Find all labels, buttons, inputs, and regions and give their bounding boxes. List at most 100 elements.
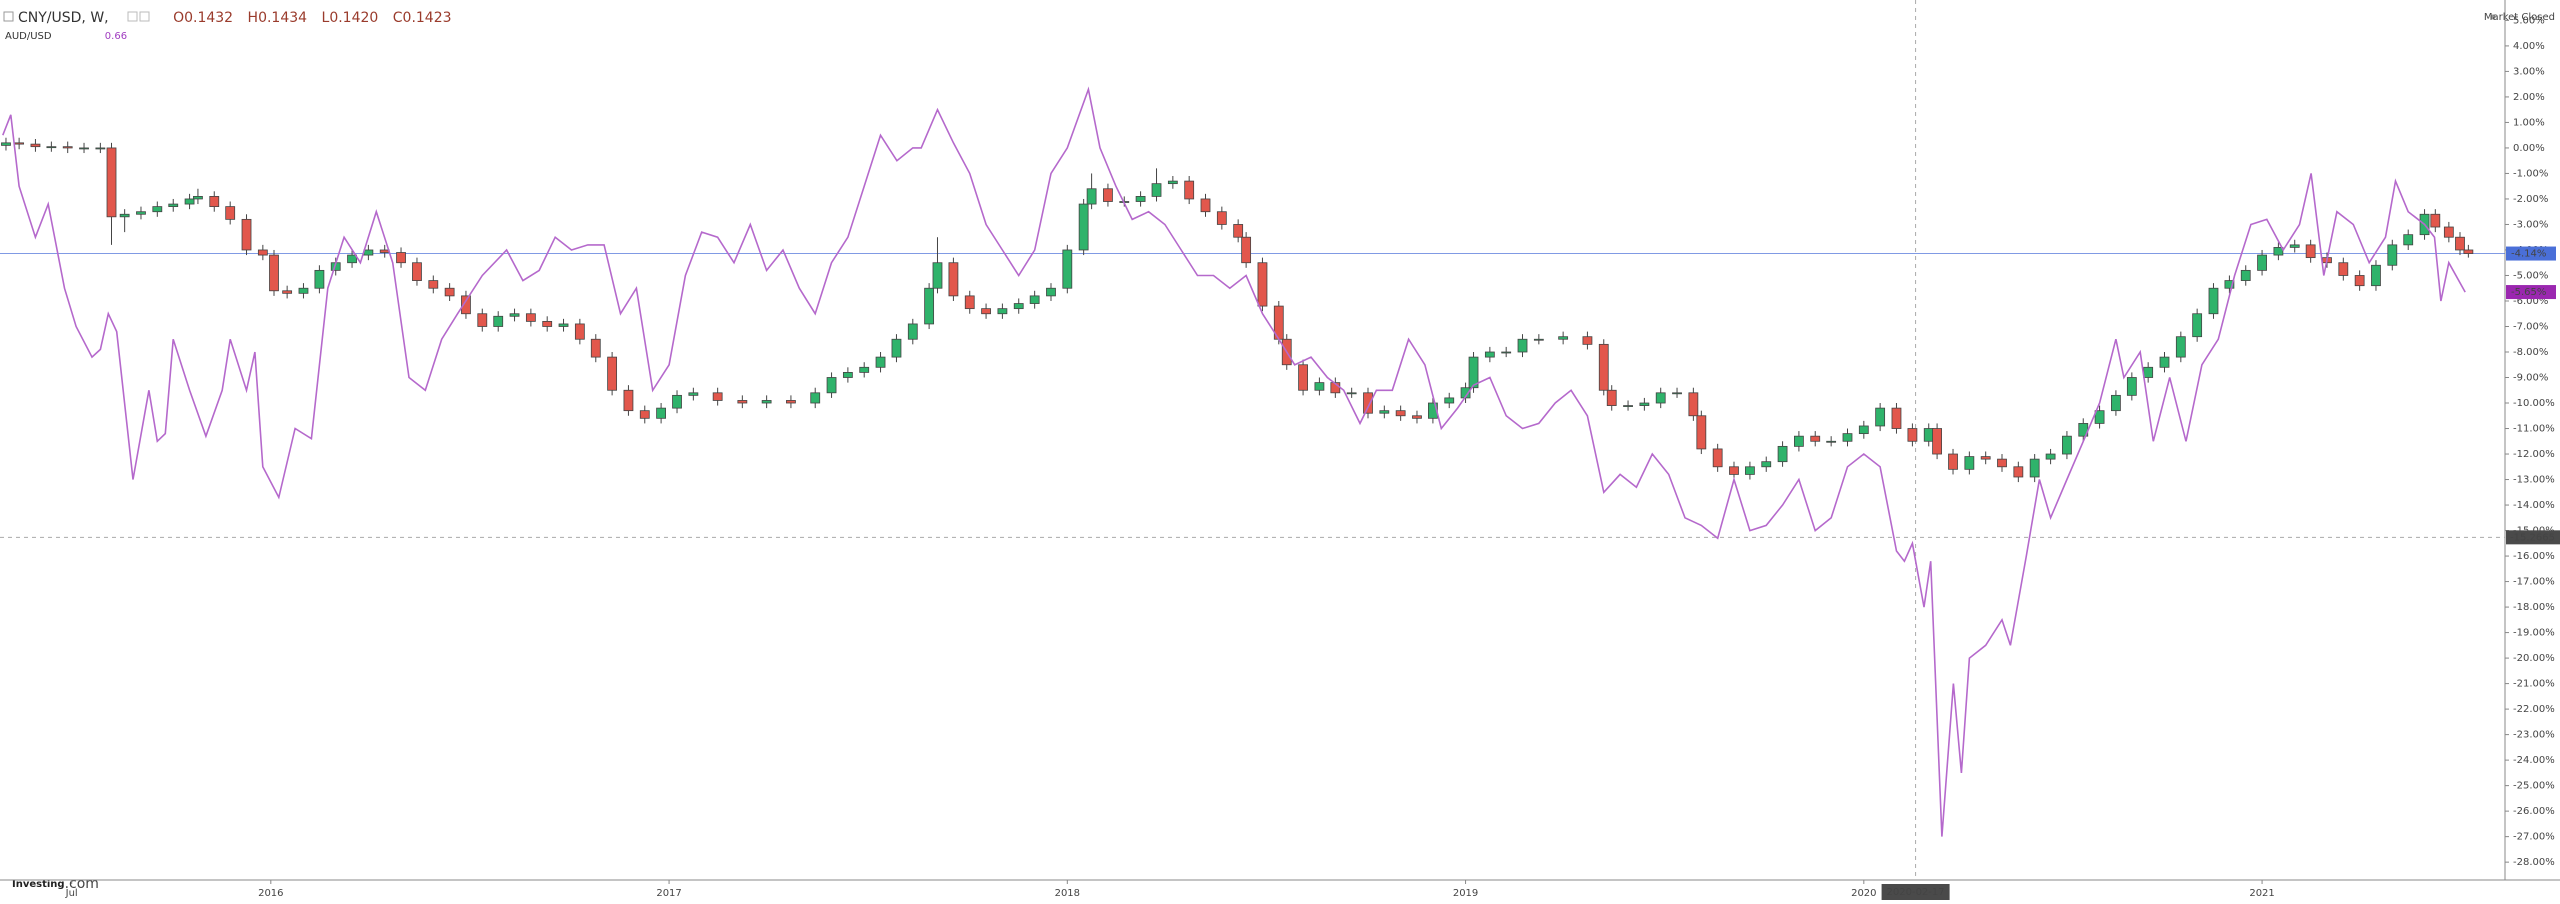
y-tick-label: -22.00% bbox=[2513, 704, 2555, 715]
candle-body bbox=[2126, 377, 2137, 396]
candle-body bbox=[1395, 410, 1406, 417]
candle-body bbox=[493, 315, 504, 327]
candle-body bbox=[2029, 458, 2040, 478]
candle-body bbox=[152, 206, 163, 213]
close: C0.1423 bbox=[393, 10, 452, 26]
candle-body bbox=[1655, 392, 1666, 404]
candle-body bbox=[859, 366, 870, 373]
candle-body bbox=[1980, 456, 1991, 460]
candle-body bbox=[363, 249, 374, 256]
status: Market Closed bbox=[2484, 12, 2555, 23]
candle-body bbox=[2257, 254, 2267, 271]
y-tick-label: -3.00% bbox=[2513, 219, 2548, 230]
candle-body bbox=[1241, 236, 1252, 264]
y-tick-label: -11.00% bbox=[2513, 424, 2555, 435]
candle-body bbox=[1484, 351, 1495, 358]
candle-body bbox=[136, 211, 146, 215]
candle-body bbox=[1167, 180, 1178, 185]
open: O0.1432 bbox=[173, 10, 233, 26]
candle-body bbox=[193, 196, 203, 200]
candle-body bbox=[1891, 407, 1902, 429]
candle-body bbox=[2062, 435, 2072, 455]
candle-body bbox=[590, 338, 601, 358]
candle-body bbox=[2045, 453, 2056, 460]
candle-body bbox=[1, 142, 11, 146]
legend-second: AUD/USD 0.66 bbox=[5, 31, 127, 42]
candle-body bbox=[1858, 425, 1869, 435]
candle-body bbox=[412, 262, 422, 281]
price-tag-label: -4.14% bbox=[2511, 249, 2546, 260]
candle-body bbox=[810, 392, 821, 404]
candle-body bbox=[1932, 428, 1942, 455]
candle-body bbox=[1639, 402, 1650, 406]
crosshair-x-tag bbox=[1881, 884, 1950, 900]
candle-body bbox=[1729, 466, 1739, 475]
candle-body bbox=[1672, 392, 1682, 395]
candle-body bbox=[623, 389, 634, 412]
candle-body bbox=[2463, 249, 2474, 254]
candle-body bbox=[14, 142, 25, 145]
candle-body bbox=[119, 213, 130, 218]
y-tick-label: -5.00% bbox=[2513, 270, 2548, 281]
candle-body bbox=[30, 143, 41, 148]
candle-body bbox=[2013, 466, 2024, 478]
price-tag-label: -5.65% bbox=[2511, 287, 2546, 298]
x-tick-label: 2016 bbox=[258, 888, 283, 899]
x-tick-label: 2017 bbox=[656, 888, 681, 899]
candle-body bbox=[1875, 407, 1886, 427]
candle-body bbox=[1086, 188, 1097, 205]
y-tick-label: -12.00% bbox=[2513, 449, 2555, 460]
candle-body bbox=[428, 280, 439, 289]
candle-body bbox=[2192, 313, 2203, 338]
y-tick-label: -1.00% bbox=[2513, 168, 2548, 179]
candle-body bbox=[1298, 364, 1308, 391]
candle-body bbox=[209, 196, 220, 208]
candle-body bbox=[1842, 433, 1853, 442]
candle-body bbox=[525, 313, 536, 322]
candle-body bbox=[875, 356, 886, 368]
y-tick-label: -2.00% bbox=[2513, 194, 2548, 205]
value: 0.66 bbox=[105, 31, 127, 42]
candle-body bbox=[79, 147, 89, 150]
candle-body bbox=[2273, 247, 2284, 256]
candle-body bbox=[314, 269, 325, 289]
candle-body bbox=[184, 198, 195, 205]
logo-main: Investing bbox=[12, 879, 65, 890]
candle-body bbox=[737, 400, 748, 404]
y-tick-label: -20.00% bbox=[2513, 653, 2555, 664]
legend-main: CNY/USD, W, O0.1432 H0.1434 L0.1420 C0.1… bbox=[18, 10, 452, 26]
candle-body bbox=[2443, 226, 2454, 238]
candle-body bbox=[2403, 234, 2414, 246]
candle-body bbox=[1558, 336, 1569, 340]
candle-body bbox=[607, 356, 618, 391]
y-tick-label: -9.00% bbox=[2513, 373, 2548, 384]
candle-body bbox=[1501, 351, 1512, 354]
candle-body bbox=[1517, 338, 1528, 353]
candle-body bbox=[2143, 366, 2154, 378]
candle-body bbox=[1598, 343, 1609, 391]
candle-body bbox=[1923, 428, 1934, 442]
y-tick-label: -21.00% bbox=[2513, 679, 2555, 690]
candle-body bbox=[2387, 244, 2398, 266]
candle-body bbox=[1363, 392, 1373, 414]
candle-body bbox=[461, 295, 471, 315]
y-tick-label: -28.00% bbox=[2513, 857, 2555, 868]
candle-body bbox=[542, 320, 553, 327]
y-tick-label: -17.00% bbox=[2513, 577, 2555, 588]
x-tick-label: 2021 bbox=[2249, 888, 2274, 899]
y-tick-label: -23.00% bbox=[2513, 730, 2555, 741]
icon bbox=[139, 11, 150, 22]
icon bbox=[127, 11, 138, 22]
candle-body bbox=[2208, 287, 2219, 315]
candle-body bbox=[1810, 435, 1821, 442]
candle-body bbox=[964, 295, 975, 310]
symbol: AUD/USD bbox=[5, 31, 52, 42]
candle-body bbox=[1623, 405, 1633, 407]
candle-body bbox=[1606, 389, 1617, 406]
candle-body bbox=[2338, 262, 2349, 276]
candle-body bbox=[2354, 275, 2365, 287]
y-tick-label: -26.00% bbox=[2513, 806, 2555, 817]
candle-body bbox=[2430, 213, 2441, 228]
y-tick-label: -14.00% bbox=[2513, 500, 2555, 511]
